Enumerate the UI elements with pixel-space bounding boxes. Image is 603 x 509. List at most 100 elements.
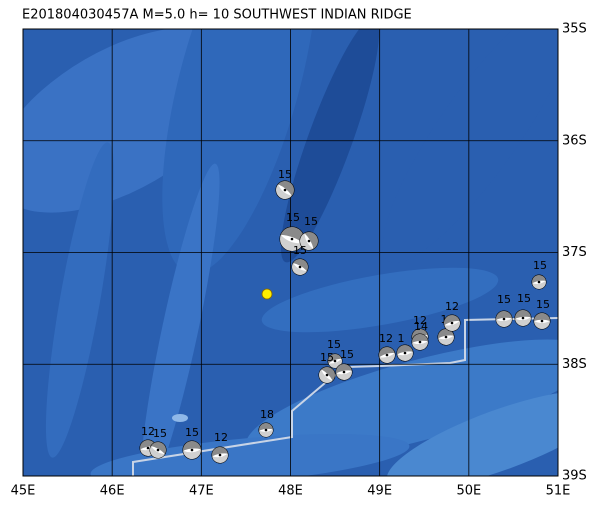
beachball-quadrant bbox=[444, 315, 460, 326]
p-axis bbox=[418, 340, 422, 344]
p-axis bbox=[385, 353, 389, 357]
depth-label: 15 bbox=[340, 348, 354, 361]
p-axis bbox=[444, 335, 448, 339]
p-axis bbox=[307, 239, 311, 243]
beachball-quadrant bbox=[212, 447, 228, 457]
focal-mechanism bbox=[533, 312, 551, 330]
beachball-quadrant bbox=[496, 311, 512, 320]
lon-label: 45E bbox=[11, 484, 36, 499]
focal-mechanism bbox=[318, 366, 336, 384]
beachball-quadrant bbox=[412, 341, 428, 350]
beachball-quadrant bbox=[496, 318, 512, 327]
focal-mechanism bbox=[258, 422, 274, 438]
depth-label: 15 bbox=[185, 426, 199, 439]
focal-mechanism bbox=[182, 440, 202, 460]
p-axis bbox=[537, 280, 541, 284]
beachball-quadrant bbox=[183, 449, 201, 459]
map-title: E201804030457A M=5.0 h= 10 SOUTHWEST IND… bbox=[22, 8, 412, 23]
beachball-quadrant bbox=[183, 441, 201, 451]
depth-label: 14 bbox=[414, 320, 428, 333]
beachball-quadrant bbox=[321, 367, 335, 381]
depth-label: 12 bbox=[214, 431, 228, 444]
depth-label: 15 bbox=[286, 211, 300, 224]
beachball-quadrant bbox=[438, 329, 454, 339]
depth-label: 12 bbox=[413, 314, 427, 327]
p-axis bbox=[502, 317, 506, 321]
focal-mechanism bbox=[335, 363, 353, 381]
p-axis bbox=[450, 321, 454, 325]
depth-label: 15 bbox=[278, 168, 292, 181]
depth-label: 1 bbox=[398, 332, 405, 345]
beachball-quadrant bbox=[438, 335, 454, 345]
depth-label: 15 bbox=[497, 293, 511, 306]
depth-label: 12 bbox=[445, 300, 459, 313]
beachball-quadrant bbox=[379, 347, 395, 358]
beachball-quadrant bbox=[328, 354, 342, 364]
depth-label: 15 bbox=[517, 292, 531, 305]
p-axis bbox=[146, 446, 150, 450]
beachball-quadrant bbox=[276, 184, 292, 199]
beachball-quadrant bbox=[259, 429, 273, 437]
beachball-quadrant bbox=[397, 351, 413, 361]
focal-mechanism bbox=[299, 231, 319, 251]
focal-mechanism bbox=[279, 226, 305, 252]
depth-label: 15 bbox=[320, 351, 334, 364]
focal-mechanism bbox=[211, 446, 229, 464]
p-axis bbox=[283, 188, 287, 192]
lat-label: 35S bbox=[562, 22, 587, 37]
focal-mechanism bbox=[495, 310, 513, 328]
p-axis bbox=[156, 448, 160, 452]
beachball-quadrant bbox=[515, 310, 531, 319]
focal-mechanism bbox=[443, 314, 461, 332]
depth-label: 15 bbox=[533, 259, 547, 272]
beachball-quadrant bbox=[397, 345, 413, 355]
depth-label: 15 bbox=[304, 215, 318, 228]
beachball-quadrant bbox=[534, 313, 550, 321]
depth-label: 1 bbox=[441, 313, 448, 326]
depth-label: 15 bbox=[153, 427, 167, 440]
lat-label: 37S bbox=[562, 245, 587, 260]
beachball-quadrant bbox=[532, 275, 546, 284]
p-axis bbox=[290, 237, 294, 241]
lon-label: 48E bbox=[278, 484, 303, 499]
p-axis bbox=[521, 316, 525, 320]
focal-mechanism bbox=[291, 258, 309, 276]
focal-mechanism bbox=[531, 274, 547, 290]
beachball-quadrant bbox=[336, 364, 352, 374]
p-axis bbox=[218, 453, 222, 457]
p-axis bbox=[342, 370, 346, 374]
p-axis bbox=[264, 428, 268, 432]
beachball-quadrant bbox=[212, 453, 228, 463]
lon-label: 51E bbox=[546, 484, 571, 499]
beachball-quadrant bbox=[280, 227, 304, 244]
p-axis bbox=[325, 373, 329, 377]
p-axis bbox=[298, 265, 302, 269]
beachball-quadrant bbox=[319, 369, 333, 383]
focal-mechanism bbox=[275, 180, 295, 200]
p-axis bbox=[190, 448, 194, 452]
beachball-quadrant bbox=[140, 440, 156, 450]
focal-mechanism bbox=[149, 441, 167, 459]
beachball-quadrant bbox=[293, 259, 308, 271]
depth-label: 12 bbox=[379, 332, 393, 345]
beachball-quadrant bbox=[292, 263, 307, 275]
beachball-quadrant bbox=[379, 352, 395, 363]
beachball-quadrant bbox=[515, 317, 531, 326]
beachball-quadrant bbox=[534, 321, 550, 329]
lon-label: 50E bbox=[456, 484, 481, 499]
lat-label: 36S bbox=[562, 133, 587, 148]
focal-mechanism bbox=[437, 328, 455, 346]
beachball-quadrant bbox=[336, 370, 352, 380]
epicenter bbox=[261, 288, 273, 300]
lon-label: 47E bbox=[189, 484, 214, 499]
lon-label: 49E bbox=[367, 484, 392, 499]
depth-label: 18 bbox=[260, 408, 274, 421]
lat-label: 39S bbox=[562, 469, 587, 484]
depth-label: 15 bbox=[293, 244, 307, 257]
depth-label: 12 bbox=[141, 425, 155, 438]
focal-mechanism bbox=[514, 309, 532, 327]
focal-mechanism bbox=[378, 346, 396, 364]
focal-mechanism bbox=[396, 344, 414, 362]
